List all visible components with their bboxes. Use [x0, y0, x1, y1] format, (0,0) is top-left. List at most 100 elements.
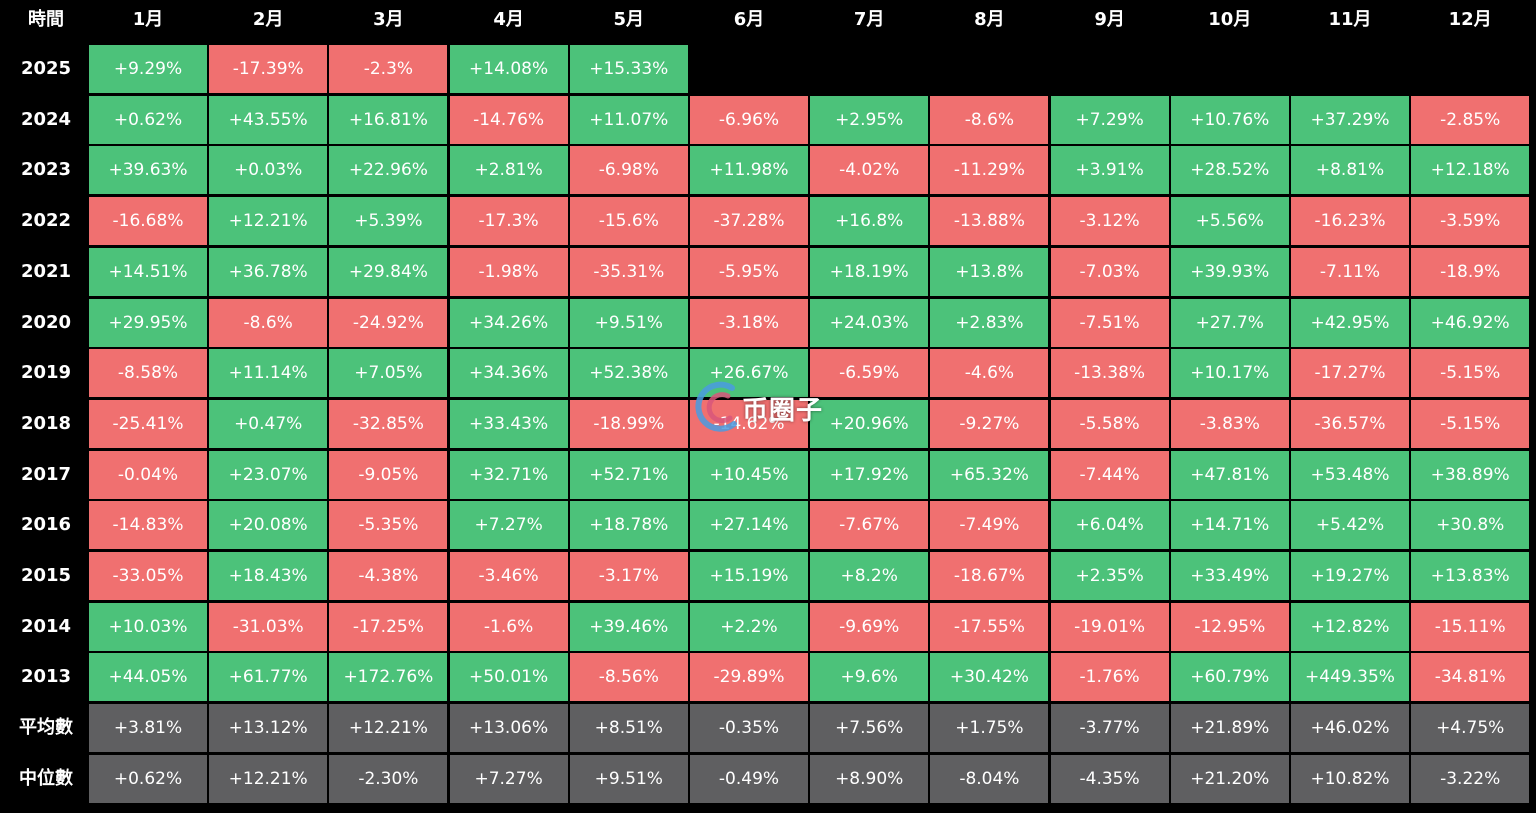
return-cell: +449.35%: [1291, 653, 1409, 702]
return-cell: -5.58%: [1050, 399, 1169, 448]
return-cell: +20.08%: [209, 501, 328, 550]
return-cell: -35.31%: [569, 247, 688, 296]
return-cell: +24.03%: [810, 298, 929, 347]
return-cell: -1.6%: [449, 602, 568, 651]
return-cell: -17.39%: [209, 45, 328, 93]
return-cell: -16.68%: [89, 197, 207, 246]
stat-cell: -3.22%: [1411, 754, 1530, 803]
stat-row-label: 平均數: [19, 717, 73, 739]
return-cell: +3.91%: [1050, 146, 1169, 195]
return-cell: -9.05%: [329, 450, 448, 499]
stat-cell: -0.35%: [690, 704, 808, 753]
year-label: 2020: [20, 311, 72, 333]
return-cell: -3.46%: [449, 552, 568, 600]
column-header: 9月: [1094, 9, 1125, 30]
year-label: 2024: [20, 108, 72, 130]
return-cell: -7.49%: [930, 501, 1049, 550]
return-cell: +2.81%: [449, 146, 568, 195]
return-cell: -18.99%: [569, 399, 688, 448]
year-label: 2019: [20, 362, 72, 384]
return-cell: +28.52%: [1170, 146, 1289, 195]
return-cell: +0.62%: [89, 95, 207, 144]
return-cell: -12.95%: [1170, 602, 1289, 651]
return-cell: +172.76%: [329, 653, 448, 702]
return-cell: -34.81%: [1411, 653, 1530, 702]
return-cell: +46.92%: [1411, 298, 1530, 347]
return-cell: +10.76%: [1170, 95, 1289, 144]
return-cell: -5.15%: [1411, 399, 1530, 448]
return-cell: -1.98%: [449, 247, 568, 296]
return-cell: -3.12%: [1050, 197, 1169, 246]
year-label: 2013: [20, 666, 72, 688]
return-cell: -4.6%: [930, 349, 1049, 398]
return-cell: +23.07%: [209, 450, 328, 499]
return-cell: +39.63%: [89, 146, 207, 195]
return-cell: +18.43%: [209, 552, 328, 600]
return-cell: +0.47%: [209, 399, 328, 448]
stat-cell: +7.27%: [449, 754, 568, 803]
column-header: 6月: [733, 9, 765, 30]
year-label: 2018: [20, 412, 72, 434]
column-header: 10月: [1208, 9, 1252, 30]
return-cell: +29.95%: [89, 298, 207, 347]
return-cell: +12.18%: [1411, 146, 1530, 195]
return-cell: +32.71%: [449, 450, 568, 499]
return-cell: +53.48%: [1291, 450, 1409, 499]
return-cell: +10.17%: [1170, 349, 1289, 398]
return-cell: -9.69%: [810, 602, 929, 651]
return-cell: -5.35%: [329, 501, 448, 550]
return-cell: -37.28%: [690, 197, 808, 246]
return-cell: +27.14%: [690, 501, 808, 550]
column-header: 1月: [132, 9, 164, 30]
return-cell: -32.85%: [329, 399, 448, 448]
return-cell: +36.78%: [209, 247, 328, 296]
year-label: 2016: [20, 514, 72, 536]
return-cell: +17.92%: [810, 450, 929, 499]
return-cell: -1.76%: [1050, 653, 1169, 702]
return-cell: +16.81%: [329, 95, 448, 144]
return-cell: -4.38%: [329, 552, 448, 600]
stat-cell: +1.75%: [930, 704, 1049, 753]
year-label: 2022: [20, 210, 72, 232]
return-cell: +47.81%: [1170, 450, 1289, 499]
stat-cell: +12.21%: [209, 754, 328, 803]
return-cell: +14.71%: [1170, 501, 1289, 550]
return-cell: +38.89%: [1411, 450, 1530, 499]
return-cell: -29.89%: [690, 653, 808, 702]
column-header: 11月: [1328, 9, 1372, 30]
stat-cell: +9.51%: [569, 754, 688, 803]
return-cell: -8.56%: [569, 653, 688, 702]
column-header: 3月: [373, 9, 404, 30]
stat-cell: +13.06%: [449, 704, 568, 753]
return-cell: -5.95%: [690, 247, 808, 296]
return-cell: -13.88%: [930, 197, 1049, 246]
return-cell: +9.6%: [810, 653, 929, 702]
return-cell: +22.96%: [329, 146, 448, 195]
return-cell: -3.18%: [690, 298, 808, 347]
return-cell: +18.78%: [569, 501, 688, 550]
return-cell: +2.83%: [930, 298, 1049, 347]
return-cell: +15.33%: [569, 45, 688, 93]
return-cell: -7.67%: [810, 501, 929, 550]
return-cell: +34.26%: [449, 298, 568, 347]
return-cell: +33.49%: [1170, 552, 1289, 600]
return-cell: -3.17%: [569, 552, 688, 600]
stat-cell: +8.51%: [569, 704, 688, 753]
return-cell: -14.83%: [89, 501, 207, 550]
return-cell: +16.8%: [810, 197, 929, 246]
return-cell: +12.21%: [209, 197, 328, 246]
return-cell: +33.43%: [449, 399, 568, 448]
return-cell: +5.56%: [1170, 197, 1289, 246]
return-cell: -24.92%: [329, 298, 448, 347]
return-cell: +11.14%: [209, 349, 328, 398]
return-cell: -7.51%: [1050, 298, 1169, 347]
return-cell: -15.6%: [569, 197, 688, 246]
return-cell: -19.01%: [1050, 602, 1169, 651]
return-cell: +52.71%: [569, 450, 688, 499]
return-cell: +20.96%: [810, 399, 929, 448]
return-cell: +15.19%: [690, 552, 808, 600]
return-cell: -14.62%: [690, 399, 808, 448]
return-cell: -36.57%: [1291, 399, 1409, 448]
return-cell: -2.85%: [1411, 95, 1530, 144]
return-cell: +50.01%: [449, 653, 568, 702]
